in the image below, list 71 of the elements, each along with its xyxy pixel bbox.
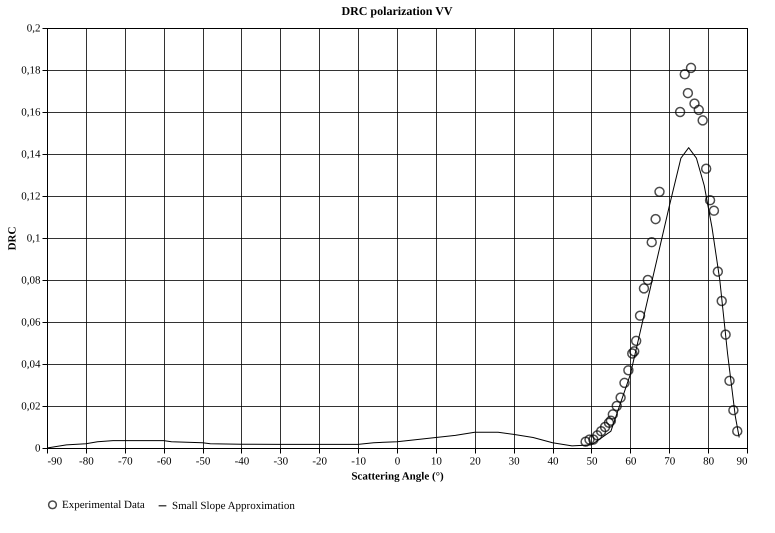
y-tick-label: 0,06	[21, 316, 41, 328]
y-tick-label: 0,08	[21, 274, 41, 286]
x-tick-label: -70	[118, 456, 134, 468]
x-tick-label: 20	[470, 456, 482, 468]
x-tick-label: -10	[351, 456, 366, 468]
legend-label: Small Slope Approximation	[172, 500, 296, 512]
point	[634, 310, 646, 321]
point	[728, 404, 739, 416]
point	[680, 68, 690, 80]
x-tick-label: 0	[394, 456, 401, 468]
x-tick-label: -30	[273, 456, 289, 468]
x-tick-label: -20	[312, 456, 328, 468]
x-tick-label: 50	[586, 456, 598, 468]
point	[600, 422, 610, 432]
chart-title: DRC polarization VV	[341, 4, 453, 18]
point	[630, 336, 642, 346]
point	[580, 436, 591, 447]
point	[724, 376, 735, 386]
x-tick-label: 40	[548, 456, 560, 468]
point	[708, 205, 720, 216]
x-tick-label: -50	[196, 456, 211, 468]
point	[615, 392, 626, 403]
y-tick-label: 0,02	[21, 400, 40, 412]
point	[716, 296, 727, 306]
point	[588, 434, 599, 445]
x-tick-label: 10	[430, 456, 442, 468]
point	[694, 104, 704, 116]
point	[623, 365, 634, 376]
point	[686, 62, 696, 74]
point	[592, 430, 602, 441]
point	[700, 163, 712, 174]
y-tick-label: 0,1	[26, 232, 40, 244]
point	[650, 214, 661, 224]
point	[682, 88, 694, 98]
point	[612, 400, 622, 412]
y-axis-title: DRC	[6, 226, 18, 250]
x-tick-label: -80	[79, 456, 94, 468]
x-tick-label: -90	[48, 456, 63, 468]
point	[654, 186, 665, 198]
point	[604, 418, 614, 428]
y-tick-label: 0,04	[21, 358, 41, 370]
point	[732, 426, 742, 436]
y-tick-label: 0,14	[21, 148, 41, 160]
point	[642, 274, 654, 286]
point	[697, 115, 708, 126]
point	[646, 236, 657, 248]
point	[720, 329, 731, 340]
point	[689, 98, 700, 109]
y-tick-label: 0,2	[26, 22, 40, 34]
y-tick-label: 0,16	[21, 106, 41, 118]
point	[596, 426, 606, 436]
x-tick-label: 80	[703, 456, 715, 468]
x-axis-title: Scattering Angle (°)	[351, 470, 444, 482]
legend-label: Experimental Data	[62, 498, 145, 511]
y-tick-label: 0	[35, 442, 41, 454]
x-tick-label: 70	[664, 456, 676, 468]
x-tick-label: -60	[156, 456, 172, 468]
point	[704, 194, 716, 206]
point	[608, 409, 618, 420]
x-tick-label: 90	[736, 456, 748, 468]
x-tick-label: 60	[625, 456, 637, 468]
y-tick-label: 0,12	[21, 190, 40, 202]
point	[619, 378, 630, 388]
y-tick-label: 0,18	[21, 64, 41, 76]
point	[584, 434, 595, 445]
point	[606, 415, 616, 426]
point	[712, 266, 724, 277]
point	[674, 106, 686, 118]
point	[638, 283, 650, 294]
x-tick-label: 30	[508, 456, 520, 468]
x-tick-label: -40	[234, 456, 250, 468]
